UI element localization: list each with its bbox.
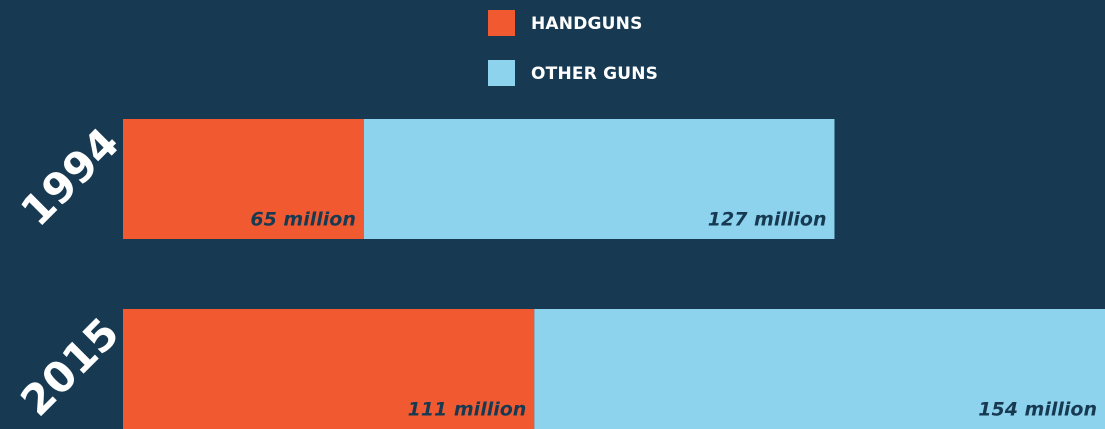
value-label: 154 million — [978, 399, 1097, 421]
bar-segment — [363, 119, 835, 239]
value-label: 111 million — [408, 399, 527, 421]
value-label: 65 million — [250, 209, 355, 231]
value-label: 127 million — [708, 209, 827, 231]
bar-segment — [123, 119, 364, 239]
legend-swatch — [488, 60, 515, 86]
legend-label: HANDGUNS — [531, 14, 643, 34]
legend-label: OTHER GUNS — [531, 64, 658, 84]
legend-swatch — [488, 10, 515, 36]
bar-segment — [534, 309, 1105, 429]
bar-segment — [123, 309, 535, 429]
